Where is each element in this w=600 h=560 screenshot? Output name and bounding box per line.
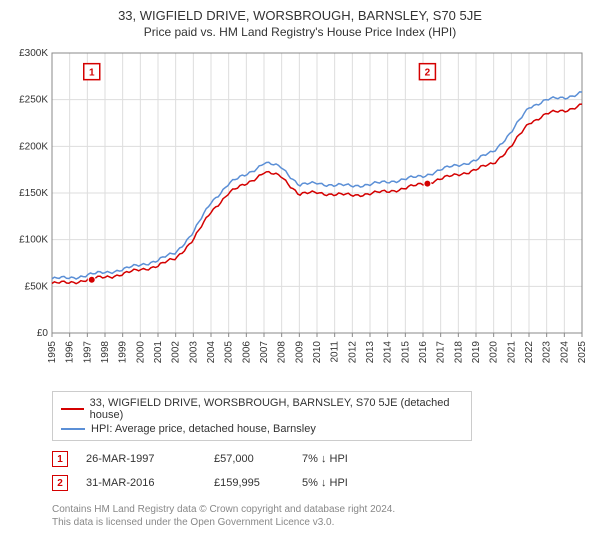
svg-text:2025: 2025 [577, 341, 588, 364]
svg-text:2020: 2020 [489, 341, 500, 364]
marker-badge-1: 1 [52, 451, 68, 467]
footer-line-2: This data is licensed under the Open Gov… [52, 516, 590, 529]
svg-text:£0: £0 [37, 328, 49, 339]
marker-row-2: 2 31-MAR-2016 £159,995 5% ↓ HPI [52, 471, 590, 495]
svg-text:2009: 2009 [294, 341, 305, 364]
legend-box: 33, WIGFIELD DRIVE, WORSBROUGH, BARNSLEY… [52, 391, 472, 441]
legend-swatch-2 [61, 428, 85, 430]
svg-text:2002: 2002 [171, 341, 182, 364]
svg-text:2022: 2022 [524, 341, 535, 364]
svg-text:2005: 2005 [224, 341, 235, 364]
marker-num-2: 2 [57, 478, 63, 489]
svg-text:2012: 2012 [347, 341, 358, 364]
marker-date-1: 26-MAR-1997 [86, 453, 196, 465]
svg-text:1: 1 [89, 68, 95, 79]
svg-text:2016: 2016 [418, 341, 429, 364]
svg-text:2019: 2019 [471, 341, 482, 364]
svg-text:2001: 2001 [153, 341, 164, 364]
svg-text:2017: 2017 [436, 341, 447, 364]
svg-text:1998: 1998 [100, 341, 111, 364]
chart-title-line1: 33, WIGFIELD DRIVE, WORSBROUGH, BARNSLEY… [10, 8, 590, 23]
svg-text:2006: 2006 [241, 341, 252, 364]
legend-swatch-1 [61, 408, 84, 410]
svg-text:2007: 2007 [259, 341, 270, 364]
svg-text:£50K: £50K [25, 281, 49, 292]
svg-text:2000: 2000 [135, 341, 146, 364]
legend-label-1: 33, WIGFIELD DRIVE, WORSBROUGH, BARNSLEY… [90, 397, 463, 421]
svg-text:1997: 1997 [82, 341, 93, 364]
legend-item-2: HPI: Average price, detached house, Barn… [61, 422, 463, 436]
svg-text:£250K: £250K [19, 95, 48, 106]
svg-text:2011: 2011 [330, 341, 341, 363]
svg-text:2014: 2014 [383, 341, 394, 364]
chart-title-line2: Price paid vs. HM Land Registry's House … [10, 25, 590, 39]
svg-text:£150K: £150K [19, 188, 48, 199]
svg-text:2010: 2010 [312, 341, 323, 364]
svg-text:1996: 1996 [65, 341, 76, 364]
marker-num-1: 1 [57, 454, 63, 465]
marker-badge-2: 2 [52, 475, 68, 491]
marker-price-1: £57,000 [214, 453, 284, 465]
chart-container: 33, WIGFIELD DRIVE, WORSBROUGH, BARNSLEY… [0, 0, 600, 560]
marker-date-2: 31-MAR-2016 [86, 477, 196, 489]
marker-price-2: £159,995 [214, 477, 284, 489]
svg-text:2013: 2013 [365, 341, 376, 364]
footer-text: Contains HM Land Registry data © Crown c… [52, 503, 590, 529]
legend-label-2: HPI: Average price, detached house, Barn… [91, 423, 316, 435]
svg-text:2008: 2008 [277, 341, 288, 364]
line-chart-svg: £0 £50K £100K £150K £200K £250K £300K 1995 1996 1… [10, 45, 590, 385]
marker-pct-2: 5% ↓ HPI [302, 477, 402, 489]
svg-text:2024: 2024 [559, 341, 570, 364]
svg-text:2021: 2021 [506, 341, 517, 364]
marker-pct-1: 7% ↓ HPI [302, 453, 402, 465]
svg-text:£200K: £200K [19, 141, 48, 152]
marker-row-1: 1 26-MAR-1997 £57,000 7% ↓ HPI [52, 447, 590, 471]
svg-text:2018: 2018 [453, 341, 464, 364]
legend-item-1: 33, WIGFIELD DRIVE, WORSBROUGH, BARNSLEY… [61, 396, 463, 422]
svg-text:2003: 2003 [188, 341, 199, 364]
svg-text:2023: 2023 [542, 341, 553, 364]
chart-plot-area: £0 £50K £100K £150K £200K £250K £300K 1995 1996 1… [10, 45, 590, 385]
svg-text:2015: 2015 [400, 341, 411, 364]
svg-text:£300K: £300K [19, 48, 48, 59]
svg-text:2004: 2004 [206, 341, 217, 364]
svg-text:1995: 1995 [47, 341, 58, 364]
footer-line-1: Contains HM Land Registry data © Crown c… [52, 503, 590, 516]
svg-text:1999: 1999 [118, 341, 129, 364]
svg-text:£100K: £100K [19, 235, 48, 246]
marker-table: 1 26-MAR-1997 £57,000 7% ↓ HPI 2 31-MAR-… [52, 447, 590, 495]
svg-text:2: 2 [425, 68, 431, 79]
